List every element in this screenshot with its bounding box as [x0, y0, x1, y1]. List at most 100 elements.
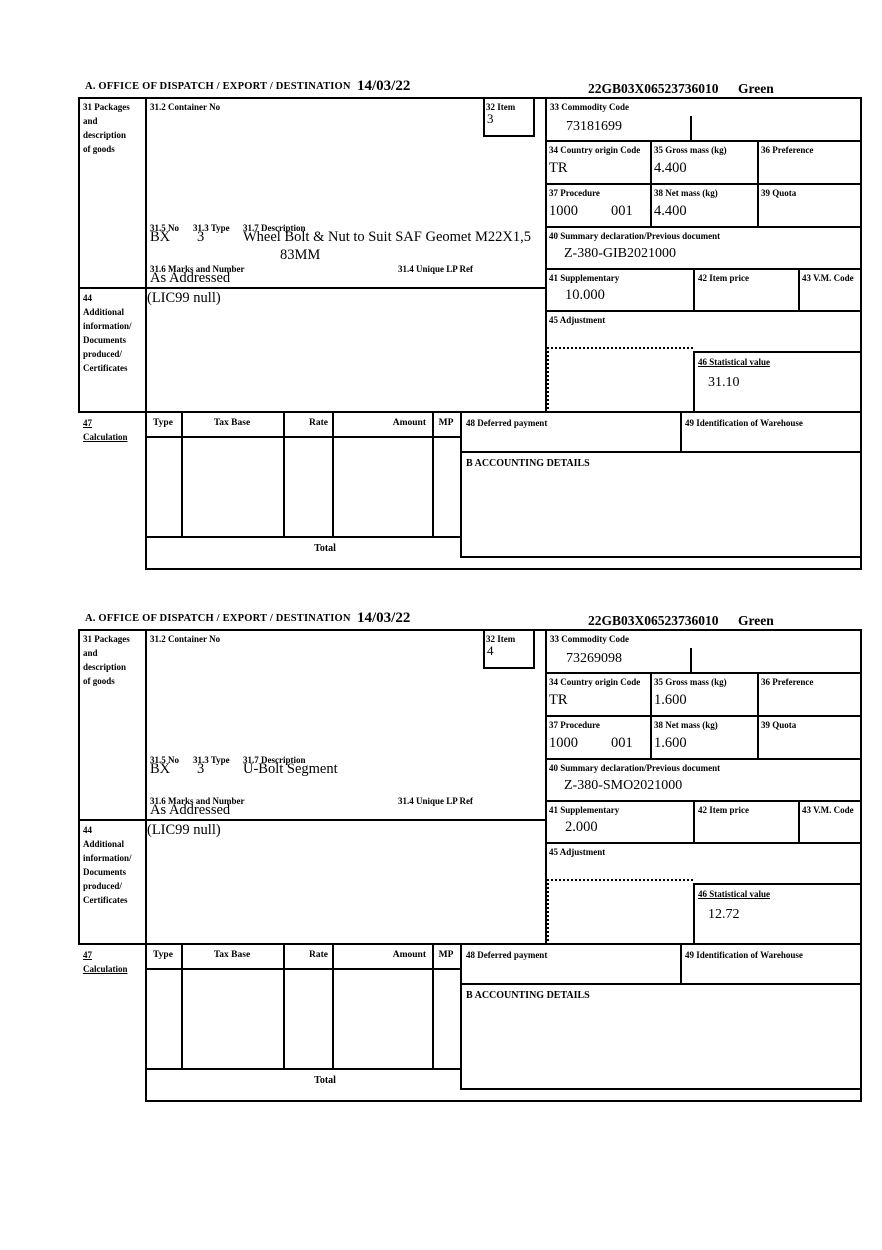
grid-line [680, 413, 682, 453]
grid-line [145, 629, 147, 945]
summary-declaration-label: 40 Summary declaration/Previous document [549, 231, 721, 241]
grid-line [145, 968, 462, 970]
grid-line [545, 672, 862, 674]
grid-line [145, 1068, 462, 1070]
goods-description-line2: 83MM [280, 247, 321, 263]
grid-line [145, 568, 862, 570]
grid-line [545, 310, 862, 312]
grid-line [545, 268, 862, 270]
grid-line [860, 945, 862, 1102]
route-indicator: Green [738, 613, 774, 628]
procedure-value-1: 1000 [549, 203, 578, 219]
quota-label: 39 Quota [761, 720, 797, 730]
box31-label: 31 Packages and description of goods [83, 102, 130, 154]
summary-declaration-label: 40 Summary declaration/Previous document [549, 763, 721, 773]
grid-line [78, 287, 545, 289]
preference-label: 36 Preference [761, 145, 814, 155]
grid-line [145, 1100, 862, 1102]
box44-label: 44 Additional information/ Documents pro… [83, 825, 132, 905]
col-tax-base-header: Tax Base [213, 950, 251, 960]
goods-description-line1: Wheel Bolt & Nut to Suit SAF Geomet M22X… [243, 229, 531, 245]
statistical-value-label: 46 Statistical value [698, 357, 770, 367]
grid-line [693, 351, 862, 353]
col-type-header: Type [153, 418, 173, 428]
grid-line [181, 945, 183, 1070]
grid-line [145, 436, 462, 438]
grid-line [693, 800, 695, 844]
commodity-code-value: 73269098 [566, 651, 622, 666]
grid-line [460, 413, 462, 558]
grid-line [860, 413, 862, 570]
statistical-value-label: 46 Statistical value [698, 889, 770, 899]
description-label: 31.7 Description [243, 223, 306, 233]
summary-declaration-value: Z-380-GIB2021000 [564, 246, 676, 261]
grid-line [545, 842, 862, 844]
grid-line [145, 536, 462, 538]
form-outer-border [78, 97, 862, 413]
grid-line [545, 226, 862, 228]
grid-line [693, 351, 695, 413]
statistical-value: 31.10 [708, 375, 740, 390]
goods-description-line1: U-Bolt Segment [243, 761, 338, 777]
item-number-box [483, 629, 535, 669]
box31-label: 31 Packages and description of goods [83, 634, 130, 686]
package-type-value: 3 [197, 229, 205, 245]
grid-line [798, 268, 800, 312]
item-price-label: 42 Item price [698, 273, 749, 283]
dispatch-date: 14/03/22 [357, 610, 411, 626]
box44-label: 44 Additional information/ Documents pro… [83, 293, 132, 373]
vm-code-label: 43 V.M. Code [802, 273, 854, 283]
col-mp-header: MP [438, 950, 454, 960]
grid-line [798, 800, 800, 844]
grid-line [145, 1068, 147, 1102]
grid-line [693, 268, 695, 312]
declaration-item-section: A. OFFICE OF DISPATCH / EXPORT / DESTINA… [0, 610, 882, 1106]
procedure-value-1: 1000 [549, 735, 578, 751]
procedure-value-2: 001 [611, 203, 633, 219]
grid-line [432, 413, 434, 538]
grid-line [181, 413, 183, 538]
grid-line [680, 945, 682, 985]
lp-ref-label: 31.4 Unique LP Ref [398, 796, 474, 806]
item-number-box [483, 97, 535, 137]
grid-line [690, 648, 692, 674]
grid-line [460, 945, 462, 1090]
package-count-value: BX [150, 761, 171, 777]
net-mass-value: 4.400 [654, 203, 687, 219]
box47-label: 47 Calculation [83, 418, 128, 442]
grid-line [545, 715, 862, 717]
package-no-label: 31.5 No [150, 755, 179, 765]
commodity-code-label: 33 Commodity Code [550, 634, 629, 644]
package-count-value: BX [150, 229, 171, 245]
dotted-line [547, 347, 549, 413]
net-mass-label: 38 Net mass (kg) [654, 188, 718, 198]
marks-value: As Addressed [150, 802, 231, 818]
dotted-line [547, 879, 549, 945]
route-indicator: Green [738, 81, 774, 96]
procedure-value-2: 001 [611, 735, 633, 751]
grid-line [757, 140, 759, 228]
grid-line [545, 140, 862, 142]
gross-mass-label: 35 Gross mass (kg) [654, 677, 727, 687]
country-origin-value: TR [549, 160, 568, 176]
item-number-value: 3 [487, 111, 494, 126]
additional-info-value: (LIC99 null) [147, 290, 221, 306]
warehouse-id-label: 49 Identification of Warehouse [685, 418, 803, 428]
additional-info-value: (LIC99 null) [147, 822, 221, 838]
grid-line [693, 883, 695, 945]
office-of-dispatch-title: A. OFFICE OF DISPATCH / EXPORT / DESTINA… [85, 81, 351, 92]
dotted-line [547, 879, 693, 881]
package-type-label: 31.3 Type [193, 755, 230, 765]
grid-line [460, 983, 862, 985]
col-amount-header: Amount [392, 950, 426, 960]
col-type-header: Type [153, 950, 173, 960]
grid-line [283, 945, 285, 1070]
entry-number: 22GB03X06523736010 [588, 81, 719, 96]
grid-line [545, 800, 862, 802]
item-price-label: 42 Item price [698, 805, 749, 815]
grid-line [78, 819, 545, 821]
dispatch-date: 14/03/22 [357, 78, 411, 94]
gross-mass-value: 1.600 [654, 692, 687, 708]
item-label: 32 Item [486, 634, 516, 644]
col-amount-header: Amount [392, 418, 426, 428]
